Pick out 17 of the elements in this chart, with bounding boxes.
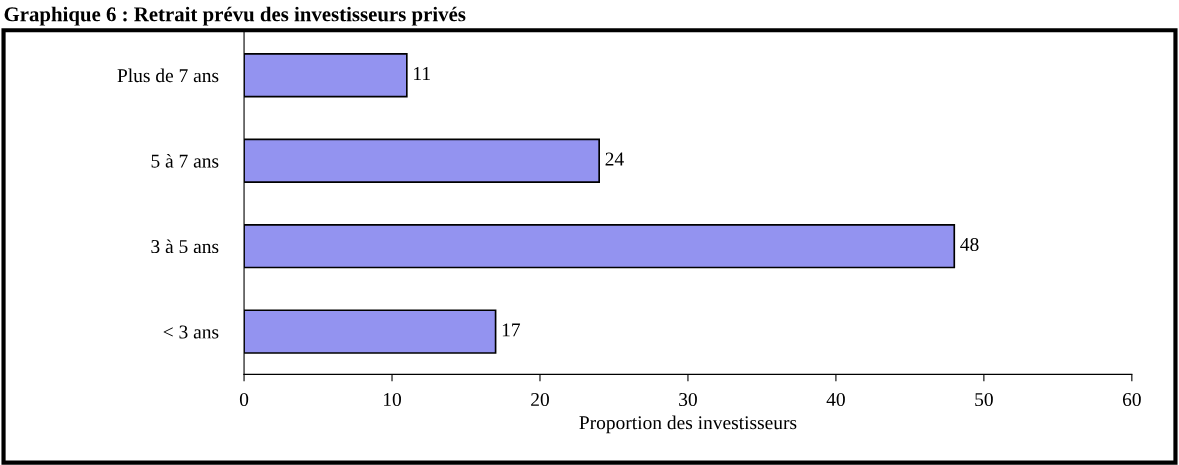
x-tick-label: 20 [531, 392, 549, 407]
y-tick-label: Plus de 7 ans [117, 68, 219, 83]
x-tick-label: 0 [239, 392, 249, 407]
data-label: 24 [605, 152, 624, 166]
chart-title: Graphique 6 : Retrait prévu des investisseurs privés [4, 6, 466, 26]
x-tick-label: 30 [679, 392, 697, 407]
x-tick-label: 40 [826, 392, 845, 407]
y-tick-label: 5 à 7 ans [151, 153, 219, 168]
data-label: 11 [414, 67, 430, 80]
data-label: 17 [502, 323, 521, 337]
x-tick-label: 60 [1122, 392, 1141, 407]
x-axis-title: Proportion des investisseurs [579, 415, 797, 434]
x-tick-label: 50 [975, 392, 993, 407]
y-tick-label: 3 à 5 ans [151, 239, 219, 254]
data-label: 48 [960, 237, 979, 252]
y-tick-label: < 3 ans [163, 325, 219, 339]
x-tick-label: 10 [384, 392, 401, 407]
